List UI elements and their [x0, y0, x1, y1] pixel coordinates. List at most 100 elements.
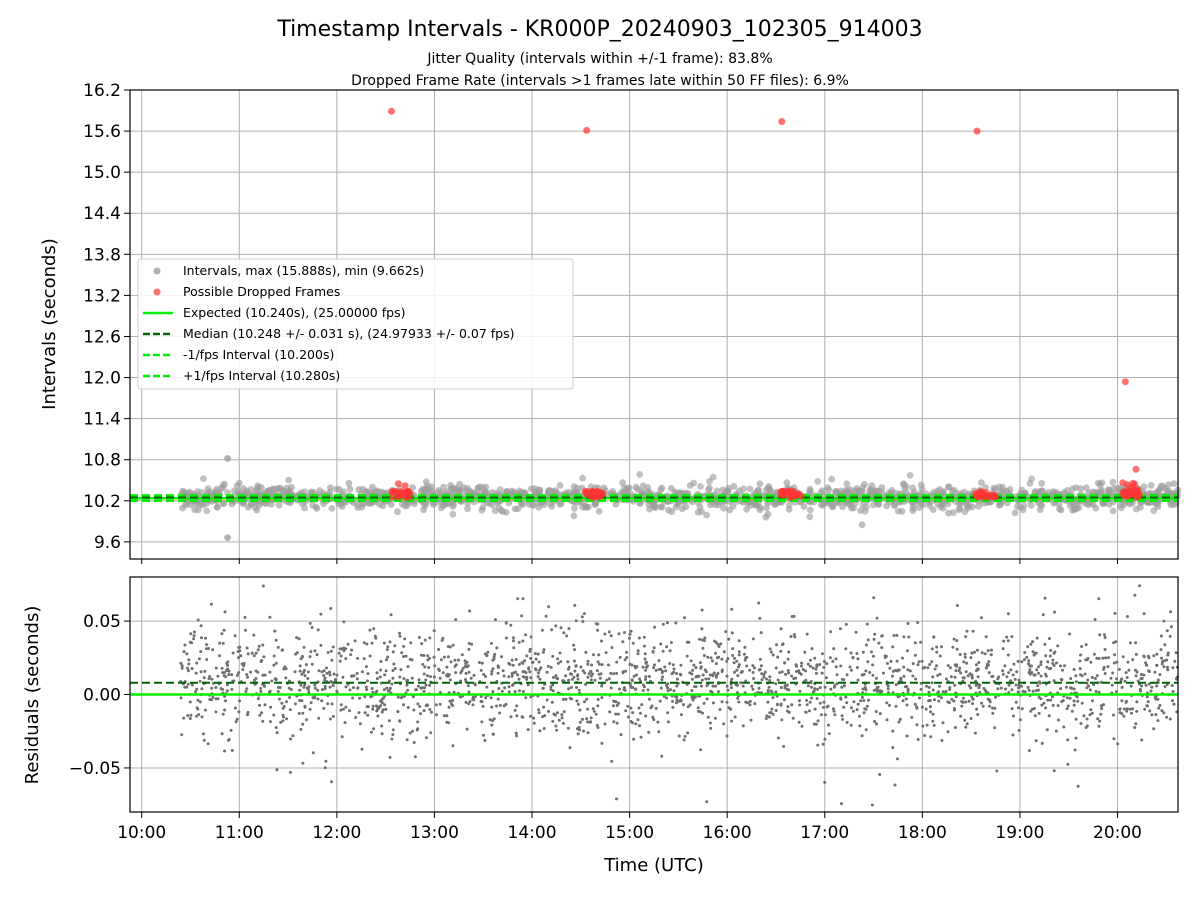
- residual-point: [1104, 656, 1108, 660]
- residual-point: [914, 677, 918, 681]
- residual-point: [331, 645, 335, 649]
- residual-point: [494, 618, 497, 622]
- residual-point: [835, 673, 839, 677]
- residual-point: [976, 675, 980, 679]
- top-y-tick-label: 11.4: [83, 410, 121, 430]
- residual-point: [633, 687, 637, 691]
- interval-point: [756, 480, 764, 488]
- residual-point: [402, 644, 406, 648]
- residual-point: [1103, 672, 1107, 675]
- residual-point: [1027, 749, 1031, 753]
- residual-point: [298, 688, 302, 692]
- residual-point: [771, 696, 775, 700]
- residual-point: [699, 684, 703, 688]
- residual-point: [1041, 613, 1045, 617]
- residual-point: [515, 734, 519, 738]
- interval-point: [1165, 481, 1173, 488]
- residual-point: [885, 701, 889, 705]
- residual-point: [323, 684, 327, 688]
- residual-point: [504, 621, 508, 625]
- residual-point: [189, 713, 193, 717]
- residual-point: [1169, 610, 1173, 614]
- residual-point: [573, 648, 577, 652]
- residual-point: [467, 702, 471, 706]
- interval-point: [961, 508, 969, 515]
- residual-point: [635, 673, 638, 677]
- residual-point: [272, 713, 276, 717]
- residual-point: [597, 662, 601, 666]
- residual-point: [731, 654, 735, 657]
- residual-point: [384, 707, 388, 711]
- x-tick-label: 11:00: [215, 823, 264, 843]
- residual-point: [586, 720, 590, 724]
- residual-point: [921, 724, 925, 728]
- interval-point: [570, 483, 578, 491]
- residual-point: [961, 700, 965, 704]
- residual-point: [808, 658, 812, 662]
- interval-point: [491, 507, 499, 515]
- interval-point: [498, 507, 505, 514]
- residual-point: [364, 685, 368, 689]
- residual-point: [210, 698, 213, 702]
- interval-point: [420, 506, 427, 514]
- residual-point: [309, 701, 313, 705]
- interval-point: [696, 503, 704, 511]
- residual-point: [1005, 675, 1009, 679]
- residual-point: [323, 766, 327, 770]
- residual-point: [1026, 645, 1030, 649]
- residual-point: [199, 670, 203, 674]
- residual-point: [661, 649, 665, 653]
- residual-point: [370, 641, 374, 645]
- residual-point: [465, 660, 469, 664]
- residual-point: [491, 658, 495, 662]
- residual-point: [699, 748, 703, 752]
- residual-point: [249, 670, 253, 674]
- residual-point: [924, 707, 928, 711]
- residual-point: [1037, 688, 1040, 692]
- residual-point: [225, 683, 229, 687]
- residual-point: [625, 656, 629, 659]
- residual-point: [849, 723, 853, 727]
- residual-point: [445, 714, 449, 718]
- residual-point: [647, 675, 651, 678]
- residual-point: [502, 704, 506, 708]
- residual-point: [1022, 658, 1026, 662]
- residual-point: [910, 715, 914, 719]
- residual-point: [1093, 677, 1097, 680]
- residual-point: [1172, 702, 1176, 706]
- residual-point: [322, 674, 326, 677]
- residual-point: [977, 686, 981, 690]
- residual-point: [239, 654, 243, 658]
- residual-point: [326, 702, 330, 706]
- residual-point: [923, 665, 927, 669]
- residual-point: [915, 723, 919, 727]
- residual-point: [453, 658, 457, 662]
- residual-point: [192, 637, 196, 641]
- interval-point: [398, 500, 406, 508]
- interval-point: [632, 483, 640, 491]
- interval-point: [990, 484, 998, 492]
- interval-point: [288, 483, 295, 491]
- interval-point: [570, 512, 578, 520]
- residual-point: [787, 650, 791, 654]
- residual-point: [190, 641, 194, 645]
- residual-point: [183, 643, 187, 647]
- residual-point: [393, 667, 397, 670]
- residual-point: [628, 662, 632, 666]
- residual-point: [1159, 648, 1163, 652]
- residual-point: [864, 707, 868, 711]
- residual-point: [963, 652, 967, 656]
- residual-point: [509, 623, 513, 627]
- residual-point: [969, 717, 973, 720]
- residual-point: [339, 708, 343, 712]
- residual-point: [779, 686, 783, 690]
- residual-point: [1082, 714, 1086, 718]
- residual-point: [468, 609, 472, 613]
- residual-point: [534, 657, 538, 661]
- residual-point: [200, 687, 204, 691]
- residual-point: [357, 711, 361, 715]
- residual-point: [716, 642, 720, 646]
- residual-point: [356, 686, 360, 690]
- residual-point: [1027, 659, 1031, 663]
- residual-point: [589, 678, 593, 682]
